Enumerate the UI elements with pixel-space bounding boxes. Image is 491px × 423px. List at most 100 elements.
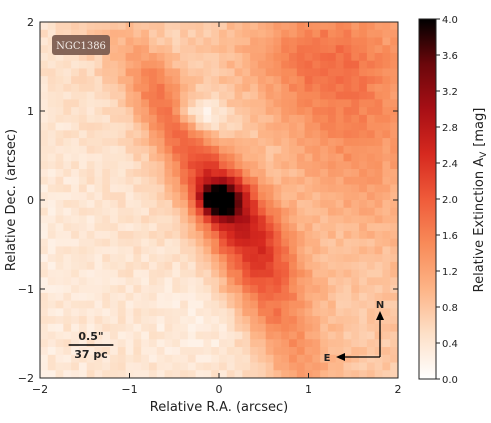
heatmap-pixel	[226, 83, 235, 93]
heatmap-pixel	[47, 184, 56, 193]
heatmap-pixel	[40, 215, 49, 224]
heatmap-pixel	[63, 145, 72, 154]
heatmap-pixel	[234, 347, 243, 356]
heatmap-pixel	[156, 200, 165, 209]
heatmap-pixel	[187, 122, 197, 131]
heatmap-pixel	[219, 22, 228, 31]
heatmap-pixel	[63, 308, 72, 317]
heatmap-pixel	[382, 347, 391, 356]
heatmap-pixel	[94, 230, 103, 240]
heatmap-pixel	[312, 76, 321, 85]
heatmap-pixel	[351, 323, 360, 332]
heatmap-pixel	[296, 254, 306, 263]
heatmap-pixel	[117, 60, 127, 69]
heatmap-pixel	[86, 323, 95, 332]
heatmap-pixel	[40, 176, 49, 185]
heatmap-pixel	[71, 292, 80, 302]
heatmap-pixel	[382, 269, 391, 278]
heatmap-pixel	[110, 161, 119, 170]
heatmap-pixel	[289, 22, 298, 31]
heatmap-pixel	[327, 145, 337, 154]
heatmap-pixel	[382, 230, 391, 240]
heatmap-pixel	[94, 254, 103, 263]
heatmap-pixel	[78, 130, 88, 139]
heatmap-pixel	[156, 91, 165, 100]
heatmap-pixel	[125, 300, 134, 309]
heatmap-pixel	[242, 316, 251, 325]
heatmap-pixel	[242, 292, 251, 302]
heatmap-pixel	[366, 331, 376, 340]
heatmap-pixel	[156, 339, 165, 348]
heatmap-pixel	[257, 300, 267, 309]
heatmap-pixel	[351, 354, 360, 363]
heatmap-pixel	[55, 238, 64, 247]
heatmap-pixel	[203, 176, 212, 185]
heatmap-pixel	[55, 76, 64, 85]
heatmap-pixel	[327, 22, 337, 31]
heatmap-pixel	[203, 192, 212, 201]
heatmap-pixel	[265, 254, 274, 263]
heatmap-pixel	[141, 60, 150, 69]
heatmap-pixel	[257, 145, 267, 154]
heatmap-pixel	[117, 83, 127, 93]
heatmap-pixel	[195, 37, 204, 46]
heatmap-pixel	[374, 76, 383, 85]
heatmap-pixel	[257, 285, 267, 294]
heatmap-pixel	[141, 114, 150, 124]
heatmap-pixel	[156, 145, 165, 154]
heatmap-pixel	[257, 176, 267, 185]
heatmap-pixel	[94, 207, 103, 216]
heatmap-pixel	[133, 99, 142, 108]
heatmap-pixel	[234, 339, 243, 348]
heatmap-pixel	[289, 91, 298, 100]
heatmap-pixel	[296, 22, 306, 31]
heatmap-pixel	[234, 176, 243, 185]
heatmap-pixel	[343, 60, 352, 69]
heatmap-pixel	[172, 68, 181, 77]
heatmap-pixel	[40, 184, 49, 193]
heatmap-pixel	[141, 122, 150, 131]
colorbar-tick-label: 0.0	[442, 375, 458, 386]
y-tick-label: 2	[27, 16, 34, 29]
heatmap-pixel	[125, 68, 134, 77]
heatmap-pixel	[320, 145, 329, 154]
heatmap-pixel	[390, 114, 398, 124]
heatmap-pixel	[374, 339, 383, 348]
heatmap-pixel	[320, 354, 329, 363]
heatmap-pixel	[343, 130, 352, 139]
heatmap-pixel	[187, 91, 197, 100]
heatmap-pixel	[390, 331, 398, 340]
heatmap-pixel	[250, 184, 259, 193]
heatmap-pixel	[366, 285, 376, 294]
heatmap-pixel	[55, 246, 64, 255]
heatmap-pixel	[102, 331, 111, 340]
heatmap-pixel	[273, 261, 282, 271]
heatmap-pixel	[343, 354, 352, 363]
heatmap-pixel	[273, 91, 282, 100]
heatmap-pixel	[273, 277, 282, 286]
heatmap-pixel	[327, 83, 337, 93]
heatmap-pixel	[63, 230, 72, 240]
heatmap-pixel	[148, 29, 158, 38]
heatmap-pixel	[141, 285, 150, 294]
heatmap-pixel	[312, 161, 321, 170]
heatmap-pixel	[366, 246, 376, 255]
heatmap-pixel	[180, 215, 189, 224]
heatmap-pixel	[40, 192, 49, 201]
heatmap-pixel	[343, 339, 352, 348]
heatmap-pixel	[203, 138, 212, 147]
heatmap-pixel	[312, 184, 321, 193]
heatmap-pixel	[203, 52, 212, 62]
heatmap-pixel	[71, 145, 80, 154]
heatmap-pixel	[203, 60, 212, 69]
heatmap-pixel	[335, 83, 344, 93]
heatmap-pixel	[86, 238, 95, 247]
heatmap-pixel	[257, 153, 267, 162]
heatmap-pixel	[47, 114, 56, 124]
heatmap-pixel	[296, 261, 306, 271]
heatmap-pixel	[40, 238, 49, 247]
heatmap-pixel	[343, 22, 352, 31]
heatmap-pixel	[172, 331, 181, 340]
heatmap-pixel	[211, 223, 220, 232]
heatmap-pixel	[71, 169, 80, 178]
